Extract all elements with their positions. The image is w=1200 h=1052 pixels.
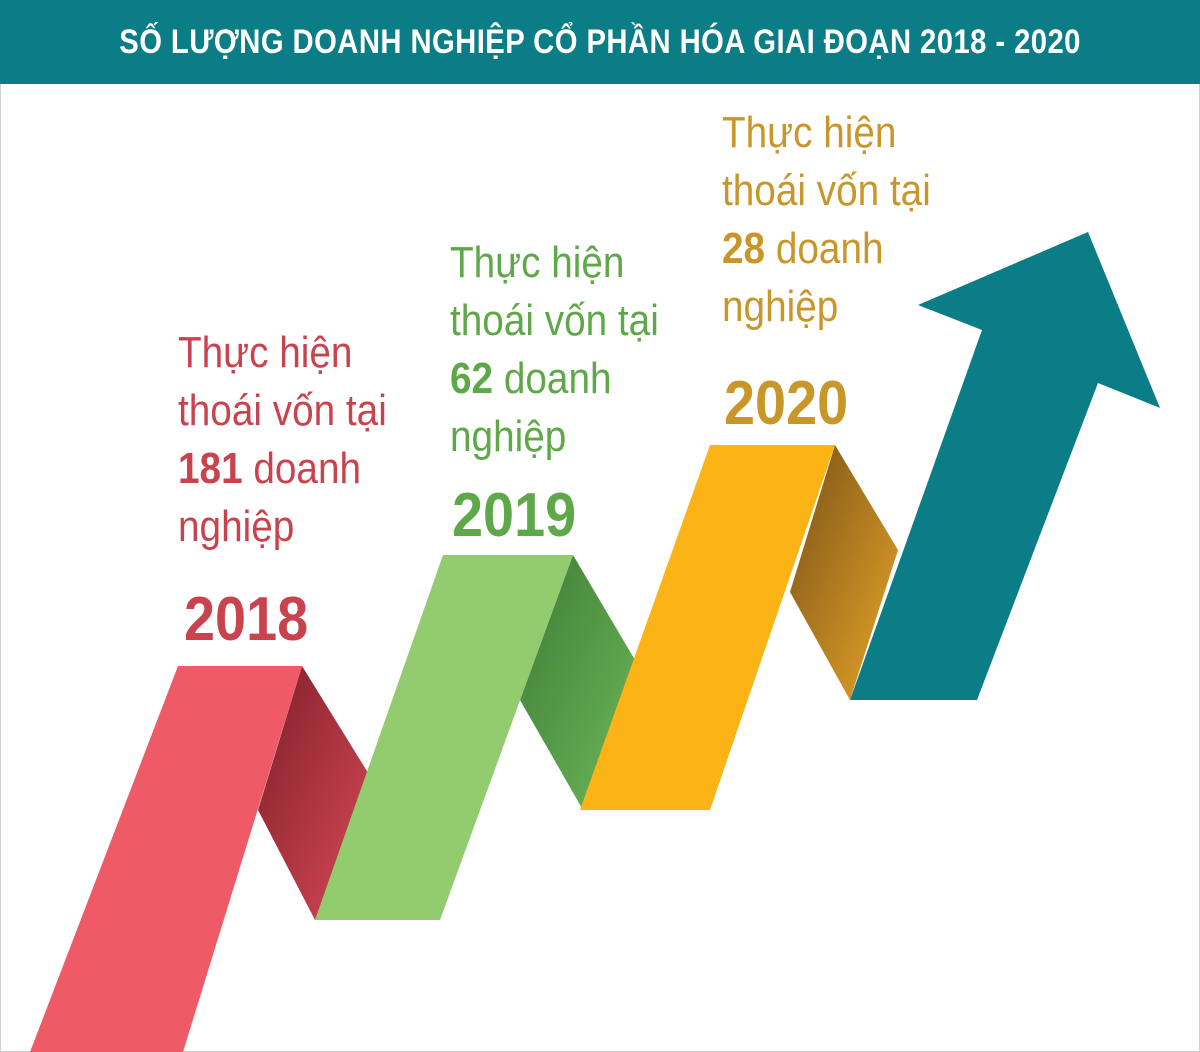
ribbon-fold-2018 [258, 666, 370, 920]
label-2020-line4: nghiệp [722, 282, 839, 331]
count-2018: 181 [178, 444, 243, 493]
count-suffix-2019: doanh [493, 354, 612, 403]
label-2018-line4: nghiệp [178, 502, 295, 551]
label-2019-line3: 62 doanh [450, 350, 659, 408]
count-2020: 28 [722, 224, 766, 273]
count-suffix-2018: doanh [242, 444, 362, 493]
page-title: SỐ LƯỢNG DOANH NGHIỆP CỔ PHẦN HÓA GIAI Đ… [119, 22, 1081, 61]
count-2019: 62 [450, 354, 494, 403]
count-suffix-2020: doanh [765, 224, 884, 273]
label-2020-line3: 28 doanh [722, 220, 931, 278]
label-2019-line4: nghiệp [450, 412, 567, 461]
label-2019-line1: Thực hiện [450, 238, 625, 287]
label-2018-line1: Thực hiện [178, 328, 353, 377]
label-2019: Thực hiện thoái vốn tại 62 doanh nghiệp [450, 234, 659, 466]
up-arrow-icon [850, 232, 1160, 700]
ribbon-panel-2018 [30, 666, 302, 1052]
label-2020-line1: Thực hiện [722, 108, 897, 157]
label-2020: Thực hiện thoái vốn tại 28 doanh nghiệp [722, 104, 931, 336]
label-2019-line2: thoái vốn tại [450, 296, 659, 345]
year-2019: 2019 [452, 481, 577, 550]
header-bar: SỐ LƯỢNG DOANH NGHIỆP CỔ PHẦN HÓA GIAI Đ… [0, 0, 1200, 84]
label-2020-line2: thoái vốn tại [722, 166, 931, 215]
label-2018: Thực hiện thoái vốn tại 181 doanh nghiệp [178, 324, 387, 556]
year-2018: 2018 [184, 585, 309, 654]
ribbon-fold-2020 [790, 445, 898, 700]
label-2018-line2: thoái vốn tại [178, 386, 387, 435]
ribbon-fold-2019 [520, 555, 635, 810]
ribbon-panel-2020 [580, 445, 835, 810]
ribbon-panel-2019 [315, 555, 573, 920]
year-2020: 2020 [724, 369, 849, 438]
label-2018-line3: 181 doanh [178, 440, 387, 498]
